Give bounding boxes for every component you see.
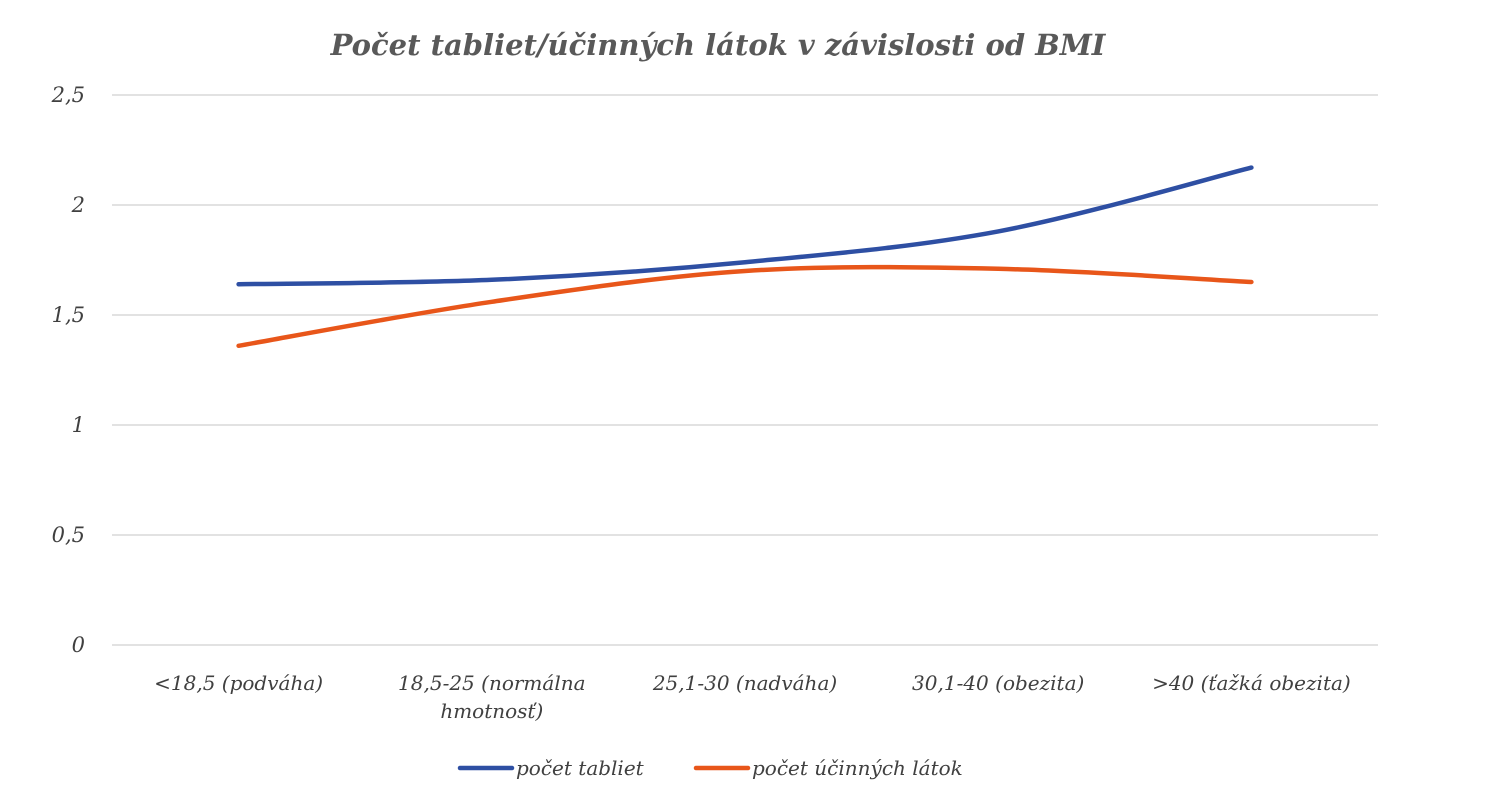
legend-label: počet tabliet: [516, 756, 645, 780]
x-tick-label: <18,5 (podváha): [154, 671, 323, 695]
y-axis-ticks: 0 0,5 1 1,5 2 2,5: [51, 83, 85, 657]
gridlines: [112, 94, 1378, 646]
y-tick-label: 2: [71, 193, 85, 217]
x-tick-label: 25,1-30 (nadváha): [652, 671, 837, 695]
y-tick-label: 1: [72, 413, 85, 437]
chart-title: Počet tabliet/účinných látok v závislost…: [330, 28, 1107, 62]
series-line-1: [236, 165, 1254, 287]
series-line-2: [236, 264, 1254, 349]
x-axis-ticks: <18,5 (podváha) 18,5-25 (normálna hmotnosť…: [154, 671, 1351, 723]
x-tick-label: 18,5-25 (normálna hmotnosť): [398, 671, 585, 723]
x-tick-label: >40 (ťažká obezita): [1152, 671, 1351, 695]
y-tick-label: 0: [72, 633, 85, 657]
x-tick-label: 30,1-40 (obezita): [912, 671, 1084, 695]
legend-label: počet účinných látok: [752, 756, 963, 780]
series-lines: [236, 165, 1254, 349]
y-tick-label: 0,5: [52, 523, 85, 547]
y-tick-label: 1,5: [52, 303, 85, 327]
y-tick-label: 2,5: [51, 83, 85, 107]
legend: počet tabliet počet účinných látok: [457, 756, 963, 780]
